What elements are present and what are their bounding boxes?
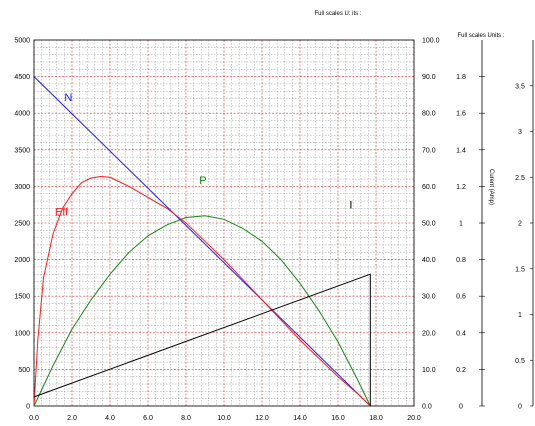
- right1-y-tick-label: 10.0: [422, 367, 436, 374]
- x-tick-label: 2.0: [67, 415, 77, 421]
- right1-y-tick-label: 80.0: [422, 111, 436, 118]
- right2-axis-header: Full scales Units :: [457, 33, 504, 39]
- series-line-eff: [33, 175, 371, 407]
- right1-y-tick-label: 0.0: [422, 404, 432, 411]
- right1-axis-header: Full scales U: its :: [314, 11, 361, 17]
- right1-y-tick-label: 30.0: [422, 294, 436, 301]
- series-line-p: [33, 215, 371, 407]
- left-y-tick-label: 3000: [14, 184, 30, 191]
- right3-y-tick-label: 3: [518, 129, 522, 136]
- right2-y-tick-label: 1.2: [456, 184, 466, 191]
- x-tick-label: 6.0: [143, 415, 153, 421]
- right2-y-tick-label: 1.4: [456, 147, 466, 154]
- curve-label-eff: Eff: [55, 207, 69, 219]
- left-y-tick-label: 2000: [14, 257, 30, 264]
- right1-y-tick-label: 50.0: [422, 221, 436, 228]
- x-tick-label: 16.0: [331, 415, 345, 421]
- left-y-tick-label: 1500: [14, 294, 30, 301]
- right2-y-tick-label: 0.2: [456, 367, 466, 374]
- x-tick-label: 14.0: [293, 415, 307, 421]
- right3-y-tick-label: 1.5: [515, 266, 525, 273]
- right2-axis-label: Curent (Amp): [488, 169, 494, 205]
- right3-y-tick-label: 2: [518, 221, 522, 228]
- series-line-i: [33, 273, 371, 406]
- right2-y-tick-label: 0.6: [456, 294, 466, 301]
- right2-y-tick-label: 0: [459, 404, 463, 411]
- left-y-tick-label: 500: [18, 367, 30, 374]
- x-tick-label: 20.0: [407, 415, 421, 421]
- x-tick-label: 4.0: [105, 415, 115, 421]
- x-tick-label: 8.0: [181, 415, 191, 421]
- x-tick-label: 18.0: [369, 415, 383, 421]
- right3-y-tick-label: 1: [518, 312, 522, 319]
- right2-y-tick-label: 1.6: [456, 111, 466, 118]
- right2-y-tick-label: 0.4: [456, 330, 466, 337]
- right1-y-tick-label: 100.0: [422, 38, 440, 45]
- right2-y-tick-label: 1.8: [456, 74, 466, 81]
- left-y-tick-label: 4500: [14, 74, 30, 81]
- x-tick-label: 12.0: [255, 415, 269, 421]
- curve-label-n: N: [64, 92, 72, 104]
- curve-label-i: I: [349, 199, 352, 211]
- right1-y-tick-label: 60.0: [422, 184, 436, 191]
- right1-y-tick-label: 20.0: [422, 330, 436, 337]
- x-tick-label: 0.0: [29, 415, 39, 421]
- left-y-tick-label: 5000: [14, 38, 30, 45]
- right2-y-tick-label: 1: [459, 221, 463, 228]
- left-y-tick-label: 1000: [14, 330, 30, 337]
- right1-y-tick-label: 70.0: [422, 147, 436, 154]
- left-y-tick-label: 0: [26, 404, 30, 411]
- curve-label-p: P: [199, 175, 206, 187]
- right3-y-tick-label: 0: [518, 404, 522, 411]
- right1-y-tick-label: 40.0: [422, 257, 436, 264]
- right3-y-tick-label: 2.5: [515, 175, 525, 182]
- right3-y-tick-label: 0.5: [515, 358, 525, 365]
- right2-y-tick-label: 0.8: [456, 257, 466, 264]
- right3-y-tick-label: 3.5: [515, 83, 525, 90]
- x-tick-label: 10.0: [217, 415, 231, 421]
- series-line-n: [33, 76, 371, 407]
- left-y-tick-label: 3500: [14, 147, 30, 154]
- left-y-tick-label: 2500: [14, 221, 30, 228]
- right1-y-tick-label: 90.0: [422, 74, 436, 81]
- left-y-tick-label: 4000: [14, 111, 30, 118]
- plot-frame: [33, 39, 415, 407]
